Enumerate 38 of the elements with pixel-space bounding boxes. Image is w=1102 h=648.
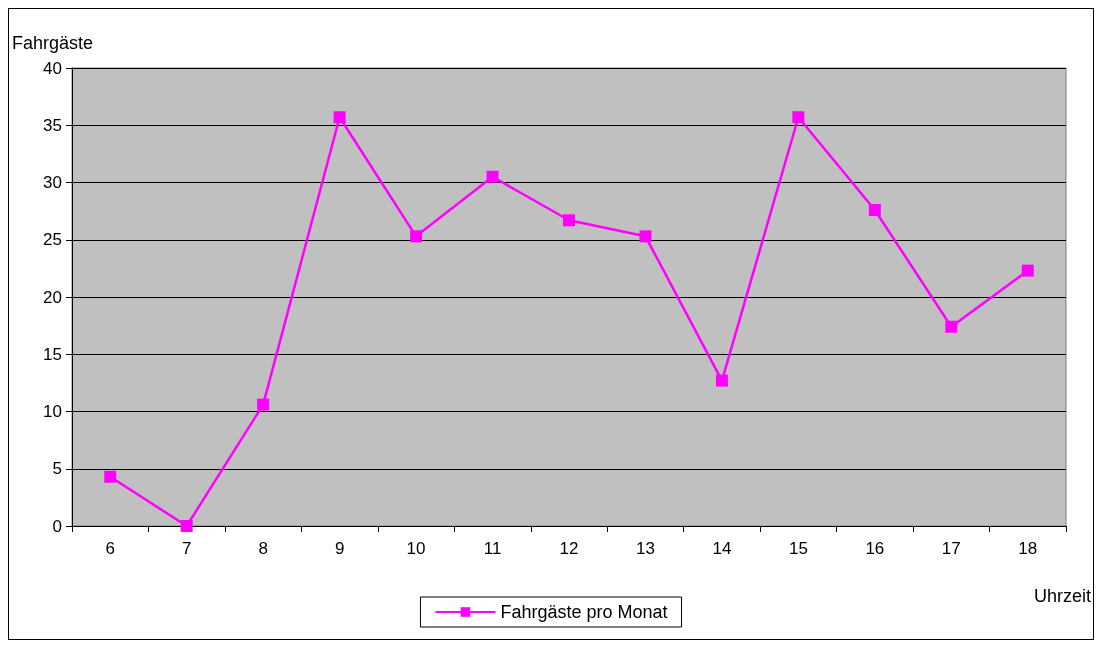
x-tick-label: 12: [559, 539, 579, 558]
point: [180, 520, 193, 532]
x-tick-label: 13: [636, 539, 655, 558]
point: [486, 170, 499, 183]
y-tick-label: 10: [43, 402, 62, 421]
y-tick-label: 0: [52, 516, 62, 536]
point: [1021, 264, 1034, 277]
x-tick-label: 18: [1018, 539, 1038, 558]
x-tick-label: 9: [334, 539, 345, 558]
x-axis-title: Uhrzeit: [1033, 586, 1091, 606]
y-tick-label: 35: [43, 115, 62, 135]
point: [715, 374, 728, 387]
x-tick-label: 6: [105, 539, 115, 558]
legend-label: Fahrgäste pro Monat: [500, 602, 668, 622]
point: [257, 398, 270, 411]
y-axis-title: Fahrgäste: [12, 33, 94, 53]
x-tick-label: 8: [258, 539, 268, 558]
x-tick-label: 15: [788, 539, 808, 558]
y-tick-label: 40: [43, 58, 62, 78]
point: [333, 111, 346, 124]
y-tick-label: 15: [43, 344, 62, 364]
x-tick-label: 16: [865, 539, 885, 558]
x-tick-label: 14: [712, 539, 732, 558]
point: [792, 111, 805, 124]
x-tick-label: 7: [181, 539, 192, 558]
point: [563, 214, 575, 227]
x-tick-label: 11: [483, 539, 502, 558]
y-tick-label: 20: [43, 287, 62, 307]
point: [104, 470, 117, 483]
point: [945, 320, 958, 333]
y-tick-label: 25: [43, 230, 62, 250]
y-tick-label: 30: [43, 173, 62, 192]
y-tick-label: 5: [52, 459, 62, 479]
point: [639, 230, 652, 243]
x-tick-label: 10: [406, 539, 426, 558]
point: [868, 203, 881, 216]
point: [410, 230, 423, 243]
x-tick-label: 17: [941, 539, 961, 558]
